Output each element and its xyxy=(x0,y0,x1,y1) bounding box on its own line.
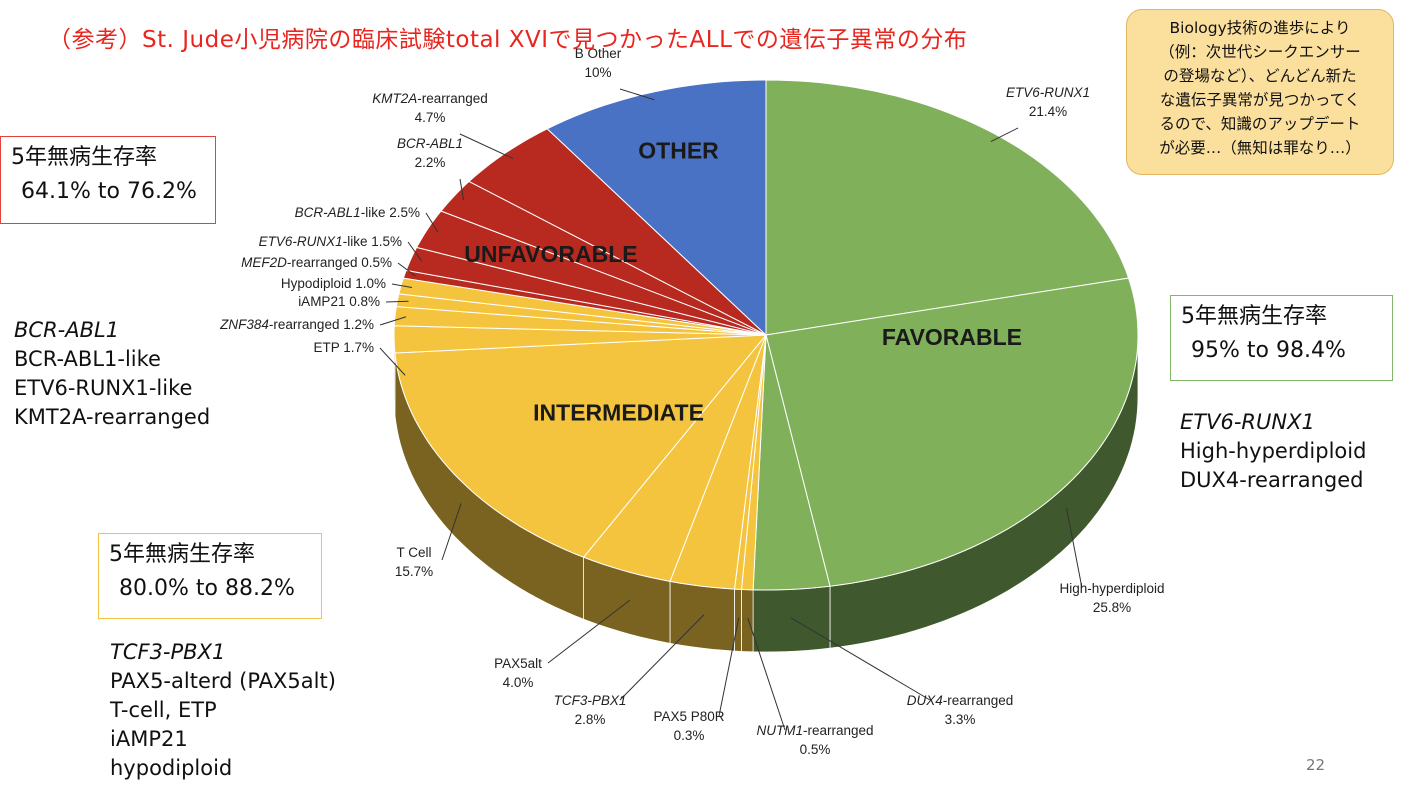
leader-line-etp xyxy=(379,347,406,376)
note-line: （例：次世代シークエンサー xyxy=(1159,43,1361,61)
slice-percent-t-cell: 15.7% xyxy=(395,564,433,579)
pie-slice-etv6-runx1 xyxy=(765,79,1130,336)
list-item: ETV6-RUNX1 xyxy=(1180,410,1315,434)
leader-line-dux4-rearranged xyxy=(790,617,931,701)
leader-line-tcf3-pbx1 xyxy=(619,614,705,701)
slice-name-hypodiploid: Hypodiploid 1.0% xyxy=(281,276,386,291)
pie-slice-tcf3-pbx1 xyxy=(669,334,767,590)
list-item: KMT2A-rearranged xyxy=(14,405,211,429)
pie-slice-bcr-abl1 xyxy=(440,180,767,336)
leader-line-high-hyperdiploid xyxy=(1066,507,1083,589)
note-line: るので、知識のアップデート xyxy=(1159,115,1361,133)
region-label-unfavorable: UNFAVORABLE xyxy=(464,241,637,267)
slice-name-high-hyperdiploid: High-hyperdiploid xyxy=(1059,581,1164,596)
slice-name-etp: ETP 1.7% xyxy=(313,340,374,355)
survival-range: 95% to 98.4% xyxy=(1191,338,1346,363)
intermediate-list: TCF3-PBX1 PAX5-alterd (PAX5alt) T-cell, … xyxy=(110,638,336,783)
slice-percent-nutm1-rearranged: 0.5% xyxy=(800,742,831,757)
slice-name-nutm1-rearranged: NUTM1-rearranged xyxy=(756,723,873,738)
list-item: PAX5-alterd (PAX5alt) xyxy=(110,669,336,693)
region-label-favorable: FAVORABLE xyxy=(882,324,1022,350)
slice-name-pax5-p80r: PAX5 P80R xyxy=(653,709,724,724)
slice-percent-pax5alt: 4.0% xyxy=(503,675,534,690)
survival-range: 80.0% to 88.2% xyxy=(119,576,295,601)
list-item: ETV6-RUNX1-like xyxy=(14,376,193,400)
pie-slice-high-hyperdiploid xyxy=(765,277,1139,587)
pie-top-group xyxy=(393,79,1139,591)
slice-name-dux4-rearranged: DUX4-rearranged xyxy=(907,693,1014,708)
slice-name-kmt2a-rearranged: KMT2A-rearranged xyxy=(372,91,488,106)
note-line: の登場など）、どんどん新た xyxy=(1163,67,1357,85)
list-item: High-hyperdiploid xyxy=(1180,439,1367,463)
slice-percent-pax5-p80r: 0.3% xyxy=(674,728,705,743)
callout-note: Biology技術の進歩により （例：次世代シークエンサー の登場など）、どんど… xyxy=(1126,9,1394,175)
leader-line-etv6-runx1-like xyxy=(407,241,423,262)
pie-slice-pax5alt xyxy=(582,334,767,582)
leader-line-etv6-runx1 xyxy=(990,127,1019,143)
slice-percent-bcr-abl1: 2.2% xyxy=(415,155,446,170)
survival-box-favorable: 5年無病生存率 95% to 98.4% xyxy=(1170,295,1393,381)
leader-line-hypodiploid xyxy=(391,283,412,288)
slice-name-etv6-runx1: ETV6-RUNX1 xyxy=(1006,85,1090,100)
leader-line-b-other xyxy=(619,88,655,101)
survival-label: 5年無病生存率 xyxy=(1181,304,1327,329)
slice-name-pax5alt: PAX5alt xyxy=(494,656,542,671)
survival-label: 5年無病生存率 xyxy=(109,542,255,567)
note-line: が必要…（無知は罪なり…） xyxy=(1159,139,1361,157)
unfavorable-list: BCR-ABL1 BCR-ABL1-like ETV6-RUNX1-like K… xyxy=(14,316,210,432)
slice-name-mef2d-rearranged: MEF2D-rearranged 0.5% xyxy=(241,255,392,270)
leader-line-iamp21 xyxy=(385,300,409,303)
leader-line-mef2d-rearranged xyxy=(397,262,416,277)
pie-slice-dux4-rearranged xyxy=(752,334,831,591)
list-item: DUX4-rearranged xyxy=(1180,468,1364,492)
survival-range: 64.1% to 76.2% xyxy=(21,179,197,204)
slice-percent-etv6-runx1: 21.4% xyxy=(1029,104,1067,119)
slice-name-b-other: B Other xyxy=(575,46,622,61)
leader-line-pax5alt xyxy=(547,599,631,664)
list-item: hypodiploid xyxy=(110,756,233,780)
note-line: な遺伝子異常が見つかってく xyxy=(1159,91,1361,109)
slice-percent-high-hyperdiploid: 25.8% xyxy=(1093,600,1131,615)
favorable-list: ETV6-RUNX1 High-hyperdiploid DUX4-rearra… xyxy=(1180,408,1366,495)
region-label-intermediate: INTERMEDIATE xyxy=(533,400,704,426)
survival-box-unfavorable: 5年無病生存率 64.1% to 76.2% xyxy=(0,136,216,224)
slice-percent-kmt2a-rearranged: 4.7% xyxy=(415,110,446,125)
pie-slice-b-other xyxy=(546,79,767,337)
leader-line-pax5-p80r xyxy=(718,617,740,717)
note-line: Biology技術の進歩により xyxy=(1169,19,1351,37)
region-label-other: OTHER xyxy=(638,138,719,164)
slice-name-bcr-abl1-like: BCR-ABL1-like 2.5% xyxy=(295,205,420,220)
page-title: （参考）St. Jude小児病院の臨床試験total XVIで見つかったALLで… xyxy=(48,27,968,53)
survival-box-intermediate: 5年無病生存率 80.0% to 88.2% xyxy=(98,533,322,619)
list-item: BCR-ABL1-like xyxy=(14,347,161,371)
slice-name-etv6-runx1-like: ETV6-RUNX1-like 1.5% xyxy=(259,234,402,249)
slice-name-tcf3-pbx1: TCF3-PBX1 xyxy=(554,693,627,708)
pie-slice-kmt2a-rearranged xyxy=(468,128,767,336)
slice-name-znf384-rearranged: ZNF384-rearranged 1.2% xyxy=(219,317,374,332)
pie-side-dux4-rearranged xyxy=(752,585,831,653)
leader-line-t-cell xyxy=(441,503,462,561)
pie-slice-bcr-abl1-like xyxy=(415,210,767,336)
leader-line-bcr-abl1-like xyxy=(425,212,439,233)
list-item: iAMP21 xyxy=(110,727,188,751)
list-item: TCF3-PBX1 xyxy=(110,640,226,664)
survival-label: 5年無病生存率 xyxy=(11,145,157,170)
page-number: 22 xyxy=(1306,756,1326,774)
leader-line-kmt2a-rearranged xyxy=(459,133,514,160)
leader-line-nutm1-rearranged xyxy=(747,617,786,731)
slice-label-group: ETV6-RUNX1 21.4% High-hyperdiploid 25.8% DUX… xyxy=(219,46,1164,757)
slice-name-t-cell: T Cell xyxy=(396,545,431,560)
leader-line-znf384-rearranged xyxy=(379,316,407,326)
list-item: T-cell, ETP xyxy=(110,698,217,722)
slice-percent-b-other: 10% xyxy=(584,65,611,80)
slice-name-bcr-abl1: BCR-ABL1 xyxy=(397,136,463,151)
slice-name-iamp21: iAMP21 0.8% xyxy=(298,294,380,309)
slice-percent-tcf3-pbx1: 2.8% xyxy=(575,712,606,727)
list-item: BCR-ABL1 xyxy=(14,318,120,342)
pie-slice-t-cell xyxy=(394,334,768,558)
leader-line-bcr-abl1 xyxy=(459,178,465,201)
pie-side-nutm1-rearranged xyxy=(741,588,754,653)
slice-percent-dux4-rearranged: 3.3% xyxy=(945,712,976,727)
